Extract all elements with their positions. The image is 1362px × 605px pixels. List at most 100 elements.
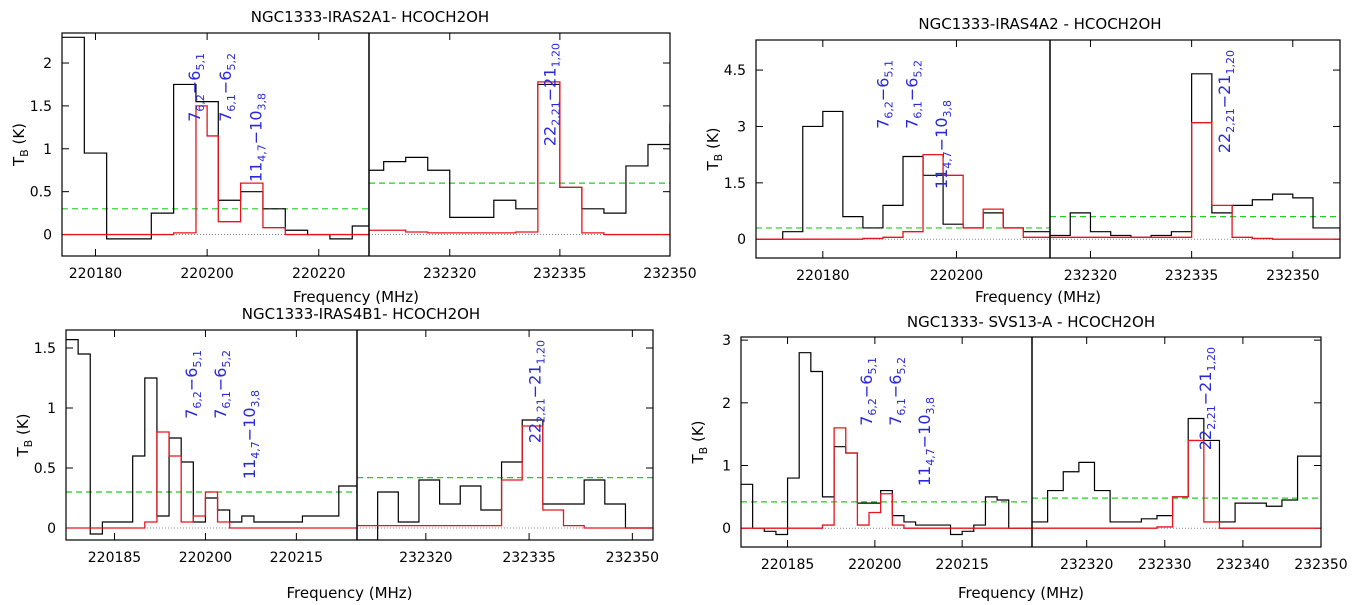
panel-title: NGC1333-IRAS4A2 - HCOCH2OH bbox=[918, 15, 1161, 33]
x-tick-label: 220200 bbox=[180, 266, 233, 282]
observed-spectrum bbox=[1032, 417, 1321, 523]
plot-area bbox=[1050, 73, 1340, 240]
x-tick-label: 232350 bbox=[1266, 268, 1319, 284]
x-tick-label: 220200 bbox=[179, 550, 232, 566]
y-tick-label: 1 bbox=[43, 142, 52, 158]
panel-frame bbox=[740, 336, 1322, 548]
plot-area bbox=[1032, 417, 1321, 529]
x-axis-title: Frequency (MHz) bbox=[293, 288, 419, 306]
transition-label: 114,7−103,8 bbox=[932, 100, 954, 189]
observed-spectrum bbox=[66, 339, 357, 535]
transition-label: 222,21−211,20 bbox=[541, 43, 563, 146]
plot-area bbox=[756, 110, 1050, 240]
x-axis-title: Frequency (MHz) bbox=[975, 288, 1101, 306]
y-tick-label: 0 bbox=[43, 228, 52, 244]
model-spectrum bbox=[369, 81, 670, 236]
transition-label: 222,21−211,20 bbox=[1215, 50, 1237, 153]
x-tick-label: 220215 bbox=[270, 550, 323, 566]
transition-label: 76,2−65,1 bbox=[182, 350, 204, 419]
x-tick-label: 232335 bbox=[533, 266, 586, 282]
x-axis-title: Frequency (MHz) bbox=[958, 584, 1084, 602]
subpanel-1: 220180 220200 76,2−65,1 76,1−65,2 114,7−103,… bbox=[756, 40, 1050, 284]
plot-area bbox=[62, 36, 369, 240]
y-tick-label: 2 bbox=[43, 56, 52, 72]
transition-label: 76,1−65,2 bbox=[211, 350, 233, 419]
x-tick-label: 220180 bbox=[69, 266, 122, 282]
panel-title: NGC1333-IRAS2A1- HCOCH2OH bbox=[251, 8, 489, 26]
transition-label: 76,2−65,1 bbox=[185, 53, 207, 122]
x-tick-label: 232340 bbox=[1216, 557, 1269, 573]
spectrum-panel-4: NGC1333- SVS13-A - HCOCH2OH 0 1 2 3 TB (K) Fre… bbox=[689, 313, 1348, 602]
y-tick-label: 0 bbox=[722, 521, 731, 537]
x-tick-label: 232350 bbox=[606, 550, 659, 566]
transition-label: 76,1−65,2 bbox=[216, 53, 238, 122]
transition-label: 114,7−103,8 bbox=[247, 93, 269, 182]
plot-area bbox=[741, 352, 1032, 536]
panel-title: NGC1333- SVS13-A - HCOCH2OH bbox=[907, 313, 1155, 331]
transition-label: 114,7−103,8 bbox=[915, 397, 937, 486]
spectrum-panel-2: NGC1333-IRAS4A2 - HCOCH2OH 0 1.5 3 4.5 TB (K)… bbox=[704, 15, 1341, 306]
y-tick-label: 0.5 bbox=[30, 185, 52, 201]
model-spectrum bbox=[1032, 439, 1321, 529]
plot-area bbox=[369, 81, 670, 236]
subpanel-1: 220185 220200 220215 76,2−65,1 76,1−65,2 114,… bbox=[741, 337, 1032, 573]
x-tick-label: 220185 bbox=[88, 550, 141, 566]
panel-frame bbox=[65, 329, 654, 541]
y-tick-label: 0.5 bbox=[34, 461, 56, 477]
x-tick-label: 232330 bbox=[1138, 557, 1191, 573]
model-spectrum bbox=[756, 153, 1050, 240]
observed-spectrum bbox=[756, 110, 1050, 240]
y-tick-label: 1.5 bbox=[34, 341, 56, 357]
y-tick-label: 0 bbox=[737, 232, 746, 248]
y-tick-label: 1 bbox=[722, 459, 731, 475]
model-spectrum bbox=[1050, 122, 1340, 240]
model-spectrum bbox=[357, 425, 653, 529]
y-axis-title: TB (K) bbox=[704, 127, 725, 171]
y-tick-label: 4.5 bbox=[724, 63, 746, 79]
y-tick-label: 3 bbox=[737, 119, 746, 135]
transition-label: 222,21−211,20 bbox=[526, 340, 548, 443]
spectrum-panel-1: NGC1333-IRAS2A1- HCOCH2OH 0 0.5 1 1.5 2 TB (K)… bbox=[10, 8, 697, 306]
x-tick-label: 232335 bbox=[1165, 268, 1218, 284]
y-tick-label: 1.5 bbox=[724, 176, 746, 192]
x-tick-label: 232350 bbox=[1294, 557, 1347, 573]
x-tick-label: 220185 bbox=[761, 557, 814, 573]
subpanel-2: 232320 232335 232350 222,21−211,20 bbox=[357, 330, 659, 566]
transition-label: 76,1−65,2 bbox=[903, 60, 925, 129]
panel-frame bbox=[61, 32, 671, 257]
x-tick-label: 232320 bbox=[1060, 557, 1113, 573]
y-tick-label: 1 bbox=[47, 401, 56, 417]
observed-spectrum bbox=[62, 36, 369, 240]
transition-label: 76,1−65,2 bbox=[886, 357, 908, 426]
x-tick-label: 232350 bbox=[643, 266, 696, 282]
transition-label: 76,2−65,1 bbox=[873, 60, 895, 129]
panel-title: NGC1333-IRAS4B1- HCOCH2OH bbox=[242, 305, 480, 323]
plot-area bbox=[357, 419, 653, 540]
subpanel-1: 220185 220200 220215 76,2−65,1 76,1−65,2 114,… bbox=[66, 330, 357, 566]
y-tick-label: 3 bbox=[722, 333, 731, 349]
x-tick-label: 220200 bbox=[848, 557, 901, 573]
spectrum-panel-3: NGC1333-IRAS4B1- HCOCH2OH 0 0.5 1 1.5 TB (K) F… bbox=[14, 305, 659, 602]
y-axis-title: TB (K) bbox=[689, 420, 710, 464]
x-tick-label: 220215 bbox=[935, 557, 988, 573]
model-spectrum bbox=[66, 431, 357, 529]
y-tick-label: 1.5 bbox=[30, 99, 52, 115]
observed-spectrum bbox=[1050, 73, 1340, 238]
plot-area bbox=[66, 339, 357, 535]
y-tick-label: 0 bbox=[47, 521, 56, 537]
transition-label: 76,2−65,1 bbox=[857, 357, 879, 426]
model-spectrum bbox=[62, 105, 369, 236]
transition-label: 114,7−103,8 bbox=[240, 390, 262, 479]
x-tick-label: 232320 bbox=[423, 266, 476, 282]
x-tick-label: 232320 bbox=[1064, 268, 1117, 284]
x-tick-label: 232335 bbox=[502, 550, 555, 566]
transition-label: 222,21−211,20 bbox=[1196, 347, 1218, 450]
y-axis-title: TB (K) bbox=[10, 123, 31, 167]
subpanel-2: 232320 232335 232350 222,21−211,20 bbox=[1050, 40, 1340, 284]
panel-frame bbox=[755, 39, 1341, 259]
x-axis-title: Frequency (MHz) bbox=[286, 584, 412, 602]
x-tick-label: 220180 bbox=[796, 268, 849, 284]
subpanel-2: 232320 232335 232350 222,21−211,20 bbox=[369, 33, 697, 282]
x-tick-label: 220200 bbox=[930, 268, 983, 284]
